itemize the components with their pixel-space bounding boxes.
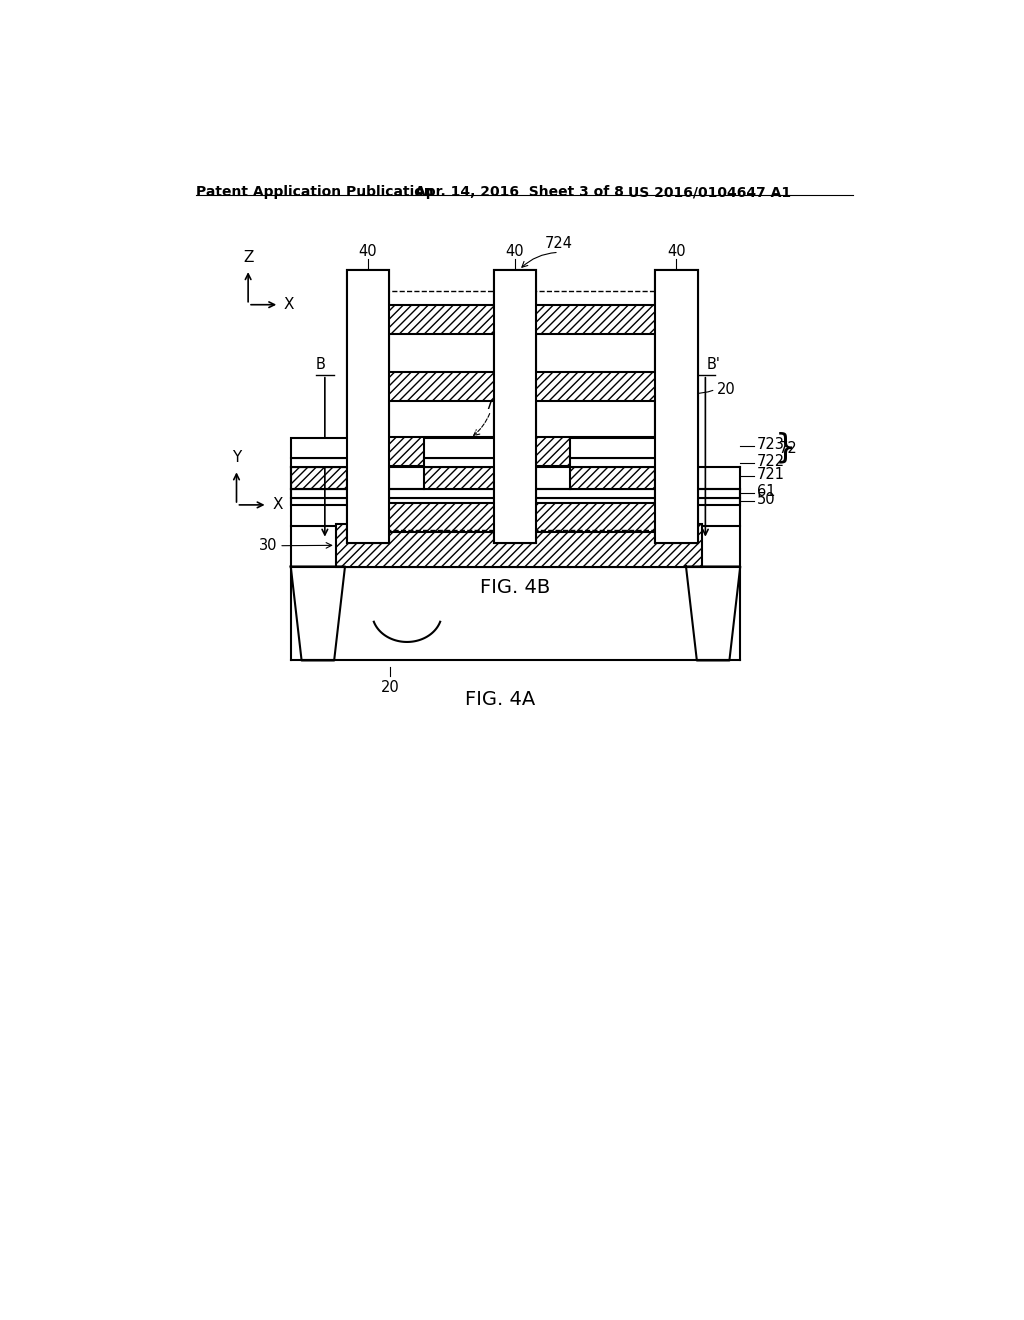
Bar	[291, 467, 384, 488]
Text: 72: 72	[779, 441, 798, 457]
Text: 722: 722	[757, 454, 784, 469]
Text: 40: 40	[358, 243, 377, 259]
Text: 30: 30	[259, 539, 278, 553]
Bar	[424, 438, 517, 458]
Text: 61: 61	[757, 484, 775, 499]
Text: 723: 723	[757, 437, 784, 451]
Text: FIG. 4A: FIG. 4A	[465, 689, 536, 709]
Text: 40: 40	[667, 243, 686, 259]
Text: 50: 50	[757, 492, 775, 507]
Bar	[371, 290, 673, 529]
Text: 721: 721	[757, 467, 784, 482]
Bar	[655, 271, 697, 544]
Text: 20: 20	[381, 680, 399, 694]
Bar	[346, 271, 389, 544]
Bar	[371, 503, 673, 532]
Bar	[424, 467, 517, 488]
Text: 20: 20	[717, 381, 736, 397]
Bar	[569, 458, 663, 467]
Text: 724: 724	[484, 397, 512, 412]
Bar	[291, 438, 384, 458]
Text: X: X	[272, 498, 283, 512]
Text: Apr. 14, 2016  Sheet 3 of 8: Apr. 14, 2016 Sheet 3 of 8	[415, 185, 624, 199]
Bar	[655, 271, 697, 544]
Bar	[494, 271, 537, 544]
Bar	[569, 438, 663, 458]
Bar	[371, 372, 673, 401]
Bar	[291, 488, 740, 498]
Text: B: B	[316, 358, 326, 372]
Bar	[291, 458, 384, 467]
Bar	[291, 498, 740, 506]
Text: FIG. 4B: FIG. 4B	[480, 578, 551, 597]
Bar	[371, 437, 673, 466]
Text: X: X	[284, 297, 294, 313]
Text: Y: Y	[231, 450, 241, 465]
Text: US 2016/0104647 A1: US 2016/0104647 A1	[628, 185, 791, 199]
Text: }: }	[774, 432, 796, 465]
Text: Patent Application Publication: Patent Application Publication	[197, 185, 434, 199]
Bar	[494, 271, 537, 544]
Bar	[371, 305, 673, 334]
Bar	[346, 271, 389, 544]
Text: 40: 40	[506, 243, 524, 259]
Bar	[336, 524, 701, 566]
Bar	[569, 467, 663, 488]
Text: B': B'	[707, 358, 720, 372]
Bar	[424, 458, 517, 467]
Text: Z: Z	[243, 249, 253, 264]
Text: 724: 724	[545, 236, 572, 251]
